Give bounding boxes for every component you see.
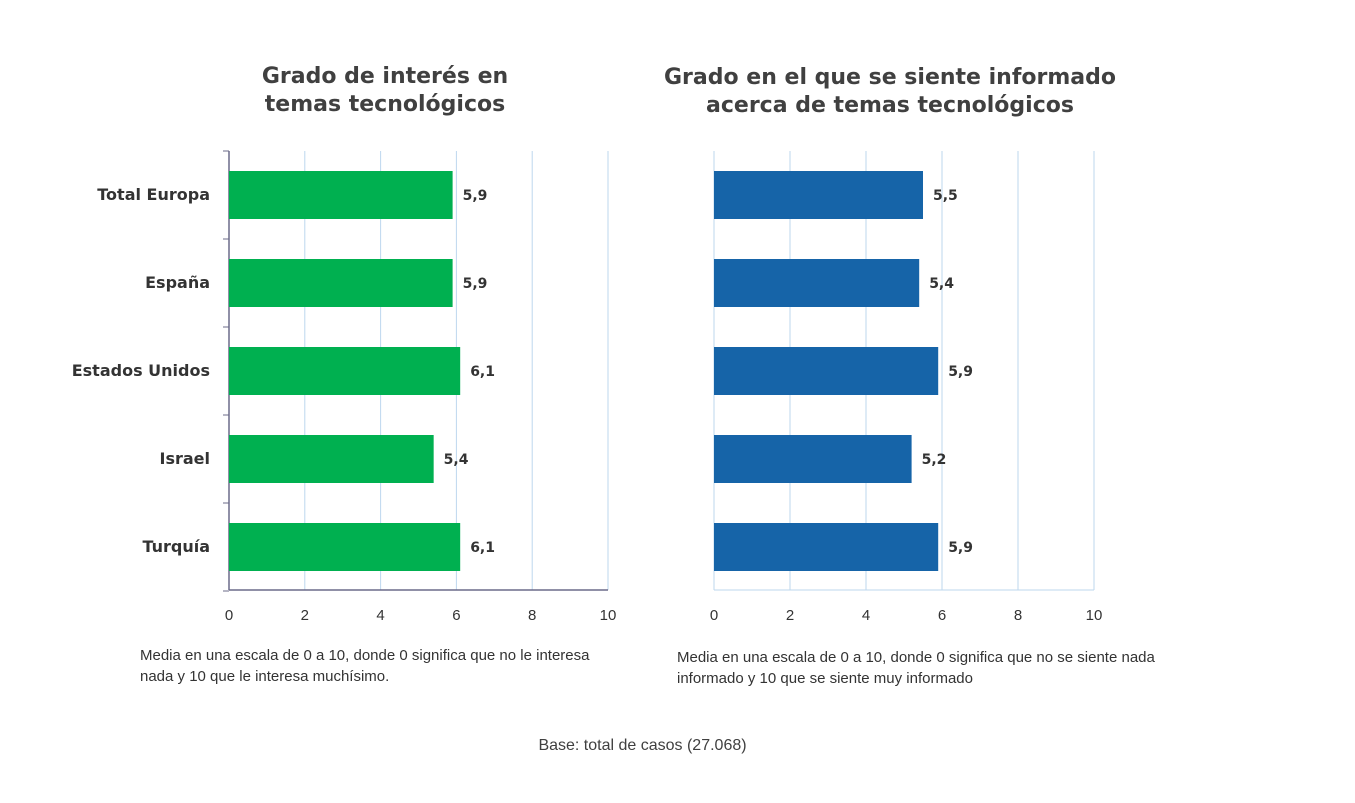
bar: [229, 171, 453, 219]
bar: [714, 523, 939, 571]
chart-title-line: Grado de interés en: [261, 64, 509, 89]
category-label: Estados Unidos: [72, 361, 210, 380]
scale-note-informed: Media en una escala de 0 a 10, donde 0 s…: [677, 647, 1197, 689]
data-label: 6,1: [470, 540, 495, 556]
x-tick-label: 2: [786, 607, 794, 624]
x-tick-label: 4: [376, 607, 384, 624]
scale-note-interest: Media en una escala de 0 a 10, donde 0 s…: [140, 645, 630, 687]
bar: [229, 347, 461, 395]
bar: [229, 259, 453, 307]
bar: [714, 347, 939, 395]
data-label: 5,2: [922, 452, 947, 468]
data-label: 5,9: [463, 276, 488, 292]
x-tick-label: 8: [1014, 607, 1022, 624]
x-tick-label: 8: [528, 607, 536, 624]
x-tick-label: 6: [452, 607, 460, 624]
bar: [714, 259, 920, 307]
x-tick-label: 6: [938, 607, 946, 624]
bar: [714, 171, 923, 219]
x-tick-label: 4: [862, 607, 870, 624]
bar: [714, 435, 912, 483]
bar: [229, 435, 434, 483]
category-label: Turquía: [142, 537, 210, 556]
x-tick-label: 0: [710, 607, 718, 624]
x-tick-label: 2: [301, 607, 309, 624]
data-label: 5,4: [444, 452, 469, 468]
note-line: nada y 10 que le interesa muchísimo.: [140, 668, 390, 685]
data-label: 5,9: [463, 188, 488, 204]
data-label: 5,4: [929, 276, 954, 292]
chart-title-line: Grado en el que se siente informado: [664, 65, 1116, 90]
chart-title-interest: Grado de interés en temas tecnológicos: [205, 63, 565, 119]
data-label: 5,5: [933, 188, 958, 204]
category-label: España: [145, 273, 210, 292]
x-tick-label: 10: [1086, 607, 1103, 624]
bar: [229, 523, 461, 571]
data-label: 6,1: [470, 364, 495, 380]
note-line: Media en una escala de 0 a 10, donde 0 s…: [140, 647, 590, 664]
chart-title-line: acerca de temas tecnológicos: [706, 93, 1074, 118]
note-line: informado y 10 que se siente muy informa…: [677, 670, 973, 687]
data-label: 5,9: [948, 540, 973, 556]
category-label: Total Europa: [97, 185, 210, 204]
x-tick-label: 10: [600, 607, 617, 624]
chart-title-informed: Grado en el que se siente informado acer…: [640, 64, 1140, 120]
category-label: Israel: [160, 449, 211, 468]
note-line: Media en una escala de 0 a 10, donde 0 s…: [677, 649, 1155, 666]
base-note: Base: total de casos (27.068): [538, 737, 747, 754]
x-tick-label: 0: [225, 607, 233, 624]
chart-title-line: temas tecnológicos: [264, 92, 506, 117]
data-label: 5,9: [948, 364, 973, 380]
